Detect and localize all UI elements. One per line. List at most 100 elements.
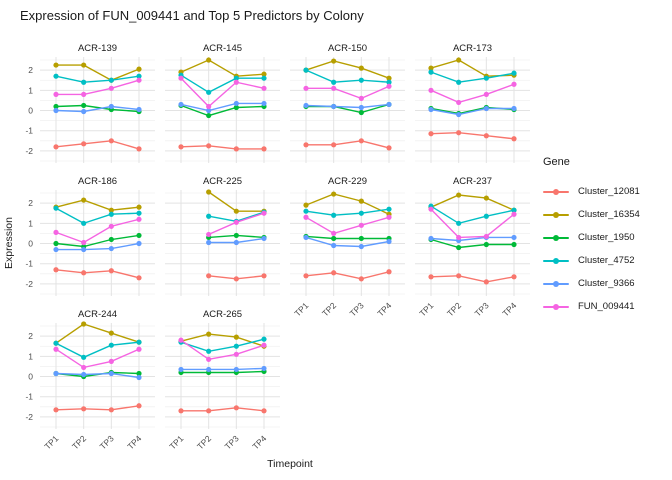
data-point-Cluster_9366: [233, 100, 239, 107]
data-point-Cluster_9366: [108, 103, 114, 110]
y-tick-label: 1: [28, 85, 33, 95]
data-point-Cluster_16354: [233, 334, 239, 340]
series-line-FUN_009441: [430, 208, 515, 239]
legend-key-icon: [543, 186, 569, 198]
data-point-Cluster_9366: [261, 365, 267, 372]
data-point-Cluster_4752: [483, 213, 489, 219]
data-point-Cluster_9366: [206, 239, 212, 246]
series-line-Cluster_1950: [180, 104, 265, 117]
facet-title: ACR-186: [78, 176, 117, 187]
data-point-Cluster_16354: [386, 75, 392, 81]
data-point-FUN_009441: [261, 210, 267, 216]
chart-title: Expression of FUN_009441 and Top 5 Predi…: [20, 8, 364, 23]
data-point-Cluster_4752: [53, 73, 59, 79]
data-point-Cluster_12081: [206, 143, 212, 149]
data-point-Cluster_12081: [136, 146, 142, 152]
data-point-Cluster_9366: [178, 101, 184, 108]
data-point-Cluster_4752: [136, 339, 142, 345]
data-point-Cluster_16354: [81, 321, 87, 327]
data-point-Cluster_9366: [358, 243, 364, 250]
series-line-Cluster_16354: [305, 193, 390, 215]
y-tick-label: 0: [28, 106, 33, 116]
data-point-Cluster_12081: [511, 274, 517, 280]
legend-title: Gene: [543, 156, 570, 168]
series-line-Cluster_9366: [55, 105, 140, 113]
facet-panel-ACR-225: ACR-225: [165, 176, 280, 296]
data-point-Cluster_9366: [428, 235, 434, 242]
facet-title: ACR-265: [203, 309, 242, 320]
data-point-Cluster_4752: [386, 79, 392, 85]
series-line-FUN_009441: [305, 216, 390, 235]
legend-item-Cluster_4752: Cluster_4752: [543, 249, 640, 272]
series-line-Cluster_4752: [180, 74, 264, 94]
data-point-Cluster_12081: [303, 273, 309, 279]
series-line-Cluster_1950: [305, 235, 389, 240]
data-point-FUN_009441: [386, 214, 392, 220]
data-point-Cluster_16354: [358, 198, 364, 204]
data-point-Cluster_1950: [53, 240, 59, 247]
facet-panel-ACR-237: ACR-237: [415, 176, 530, 296]
data-point-Cluster_9366: [206, 107, 212, 114]
data-point-Cluster_9366: [233, 239, 239, 246]
series-line-Cluster_4752: [180, 338, 265, 353]
legend-label: Cluster_1950: [578, 232, 635, 243]
series-line-Cluster_9366: [180, 102, 264, 112]
x-tick-label: TP2: [195, 433, 213, 451]
data-point-Cluster_1950: [511, 241, 517, 248]
series-line-Cluster_1950: [55, 104, 140, 113]
data-point-Cluster_9366: [261, 235, 267, 242]
data-point-Cluster_16354: [331, 191, 337, 197]
y-tick-label: -2: [25, 412, 33, 422]
data-point-Cluster_4752: [233, 75, 239, 81]
data-point-Cluster_16354: [358, 65, 364, 71]
series-line-Cluster_1950: [55, 234, 140, 248]
data-point-Cluster_4752: [81, 220, 87, 226]
data-point-Cluster_9366: [358, 104, 364, 111]
data-point-Cluster_4752: [261, 75, 267, 81]
data-point-FUN_009441: [261, 342, 267, 348]
series-line-Cluster_12081: [181, 407, 265, 412]
data-point-Cluster_16354: [206, 331, 212, 337]
data-point-Cluster_12081: [53, 407, 59, 413]
data-point-FUN_009441: [428, 87, 434, 93]
series-line-FUN_009441: [306, 85, 390, 100]
data-point-Cluster_16354: [456, 57, 462, 63]
data-point-Cluster_4752: [53, 205, 59, 211]
y-tick-label: 0: [28, 239, 33, 249]
legend-label: Cluster_9366: [578, 278, 635, 289]
series-line-Cluster_16354: [180, 333, 265, 347]
data-point-Cluster_4752: [358, 77, 364, 83]
legend-key-icon: [543, 255, 569, 267]
data-point-Cluster_1950: [483, 241, 489, 248]
y-tick-label: 2: [28, 331, 33, 341]
data-point-Cluster_12081: [331, 270, 337, 276]
data-point-FUN_009441: [456, 234, 462, 241]
data-point-Cluster_12081: [178, 408, 184, 414]
legend-label: FUN_009441: [578, 301, 635, 312]
data-point-FUN_009441: [233, 351, 239, 357]
facet-title: ACR-150: [328, 43, 367, 54]
series-line-Cluster_9366: [430, 236, 514, 242]
facet-panel-ACR-244: ACR-244: [40, 309, 155, 429]
data-point-Cluster_4752: [53, 340, 59, 346]
facet-panel-ACR-173: ACR-173: [415, 43, 530, 163]
data-point-Cluster_12081: [81, 406, 87, 412]
x-tick-label: TP4: [500, 300, 518, 318]
data-point-FUN_009441: [206, 356, 212, 362]
data-point-Cluster_1950: [53, 103, 59, 110]
x-tick-label: TP3: [473, 300, 491, 318]
data-point-Cluster_9366: [81, 371, 87, 378]
legend-key-icon: [543, 209, 569, 221]
y-tick-label: -2: [25, 146, 33, 156]
data-point-Cluster_4752: [108, 77, 114, 83]
legend-label: Cluster_16354: [578, 209, 640, 220]
data-point-Cluster_12081: [53, 267, 59, 273]
legend-key-icon: [543, 232, 569, 244]
x-tick-label: TP3: [223, 433, 241, 451]
data-point-Cluster_12081: [261, 273, 267, 279]
facet-panel-ACR-139: ACR-139: [40, 43, 155, 163]
data-point-Cluster_12081: [53, 144, 59, 150]
data-point-Cluster_4752: [108, 211, 114, 217]
data-point-Cluster_9366: [428, 106, 434, 113]
x-tick-label: TP1: [292, 300, 310, 318]
